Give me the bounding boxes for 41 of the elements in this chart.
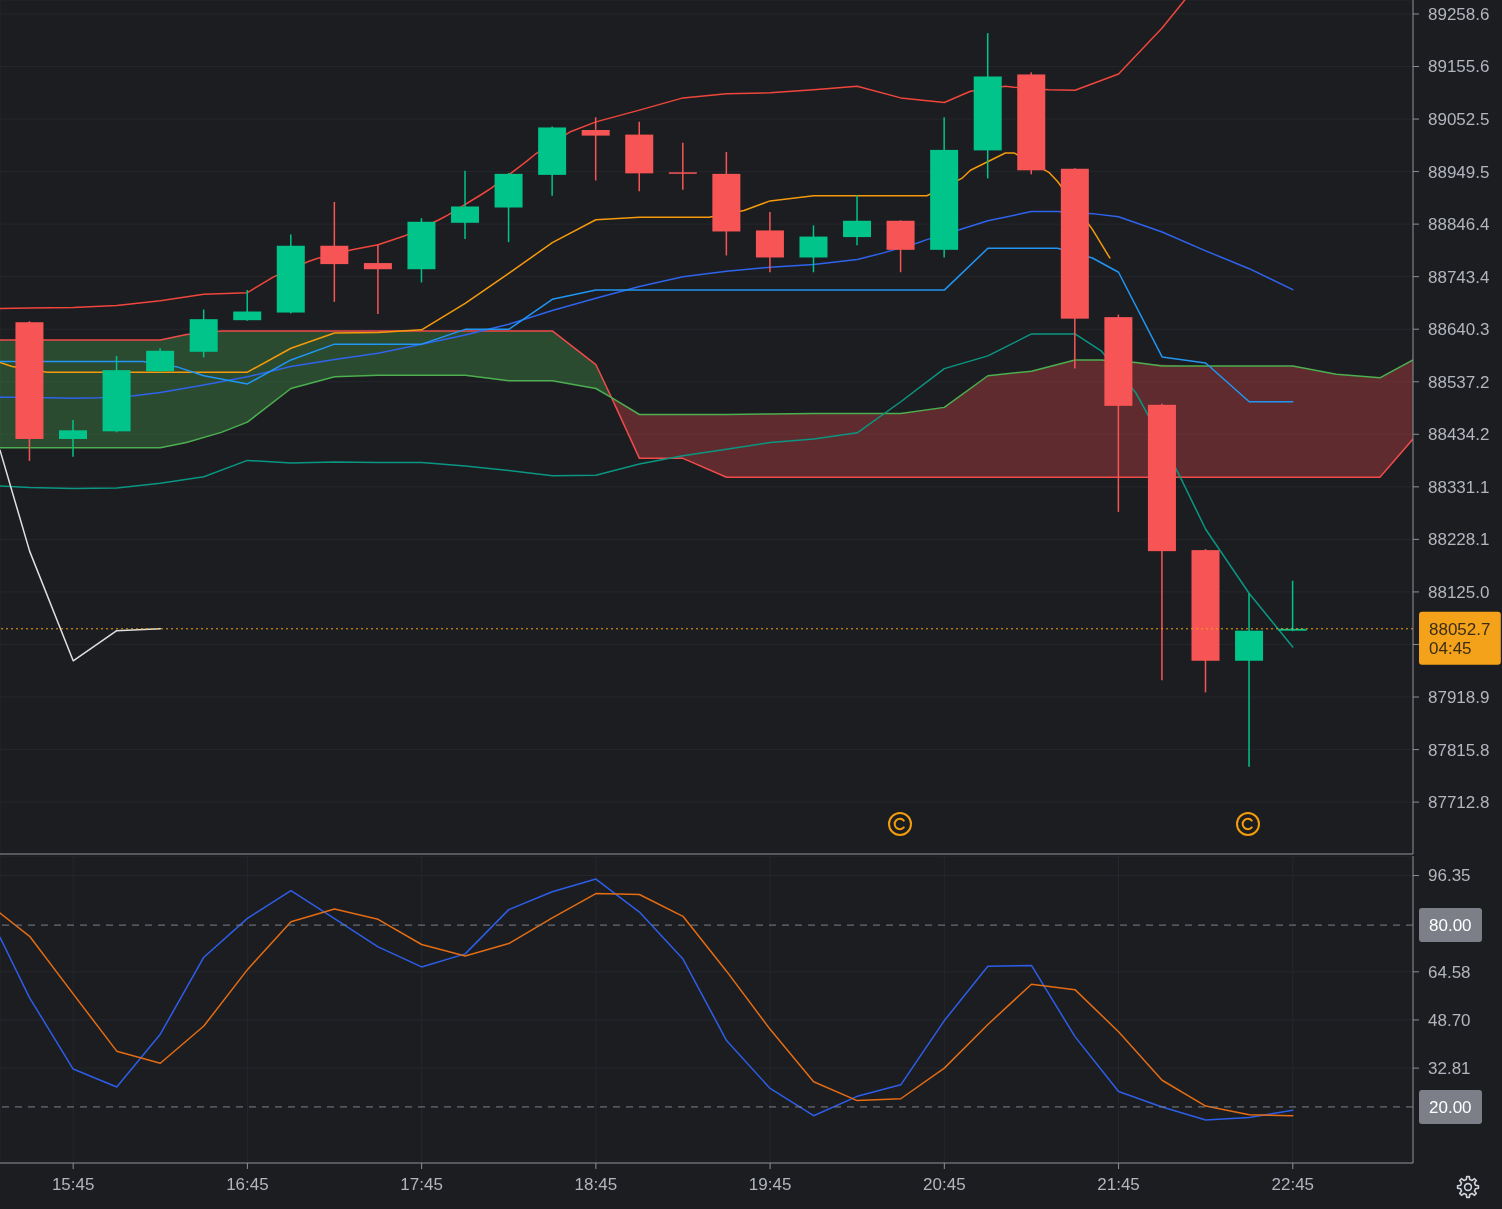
y-tick-label: 88537.2 — [1428, 372, 1490, 392]
x-tick-label: 17:45 — [400, 1175, 443, 1195]
text: 04:45 — [1429, 638, 1472, 658]
x-tick-label: 15:45 — [51, 1175, 95, 1195]
x-tick-label: 21:45 — [1097, 1175, 1140, 1195]
y-tick-label: 88331.1 — [1428, 477, 1490, 497]
line-series — [0, 247, 1294, 403]
x-tick-label: 18:45 — [574, 1175, 618, 1195]
y-tick-label: 88125.0 — [1428, 582, 1490, 602]
y-tick-label: 96.35 — [1428, 866, 1471, 886]
y-tick-label: 64.58 — [1428, 962, 1471, 982]
y-tick-label: 32.81 — [1428, 1059, 1471, 1079]
y-tick-label: 87815.8 — [1428, 740, 1490, 760]
candlestick — [668, 142, 697, 191]
y-tick-label: 89155.6 — [1428, 57, 1490, 77]
y-tick-label: 87918.9 — [1428, 687, 1490, 707]
x-tick-label: 20:45 — [923, 1175, 966, 1195]
y-tick-label: 89258.6 — [1428, 4, 1490, 24]
line-series — [0, 210, 1294, 399]
y-tick-label: 88640.3 — [1428, 320, 1490, 340]
ref-line-label: 20.00 — [1429, 1097, 1472, 1117]
y-tick-label: 88434.2 — [1428, 425, 1490, 445]
y-tick-label: 88228.1 — [1428, 530, 1490, 550]
candlestick — [59, 419, 87, 458]
x-tick-label: 19:45 — [748, 1175, 792, 1195]
x-tick-label: 22:45 — [1271, 1175, 1315, 1195]
ref-line-label: 88052.7 — [1429, 619, 1491, 639]
candlestick — [581, 116, 610, 182]
x-tick-label: 16:45 — [226, 1175, 269, 1195]
y-tick-label: 87712.8 — [1428, 793, 1490, 813]
line-series — [0, 333, 1294, 648]
y-tick-label: 88949.5 — [1428, 162, 1490, 182]
candlestick — [1278, 579, 1307, 632]
line-series — [0, 359, 1413, 449]
y-tick-label: 88846.4 — [1428, 215, 1490, 235]
ref-line-label: 80.00 — [1429, 916, 1472, 936]
candlestick — [363, 243, 392, 315]
y-tick-label: 88743.4 — [1428, 267, 1490, 287]
y-tick-label: 89052.5 — [1428, 110, 1490, 129]
line-series — [0, 449, 162, 662]
y-tick-label: 48.70 — [1428, 1010, 1471, 1030]
